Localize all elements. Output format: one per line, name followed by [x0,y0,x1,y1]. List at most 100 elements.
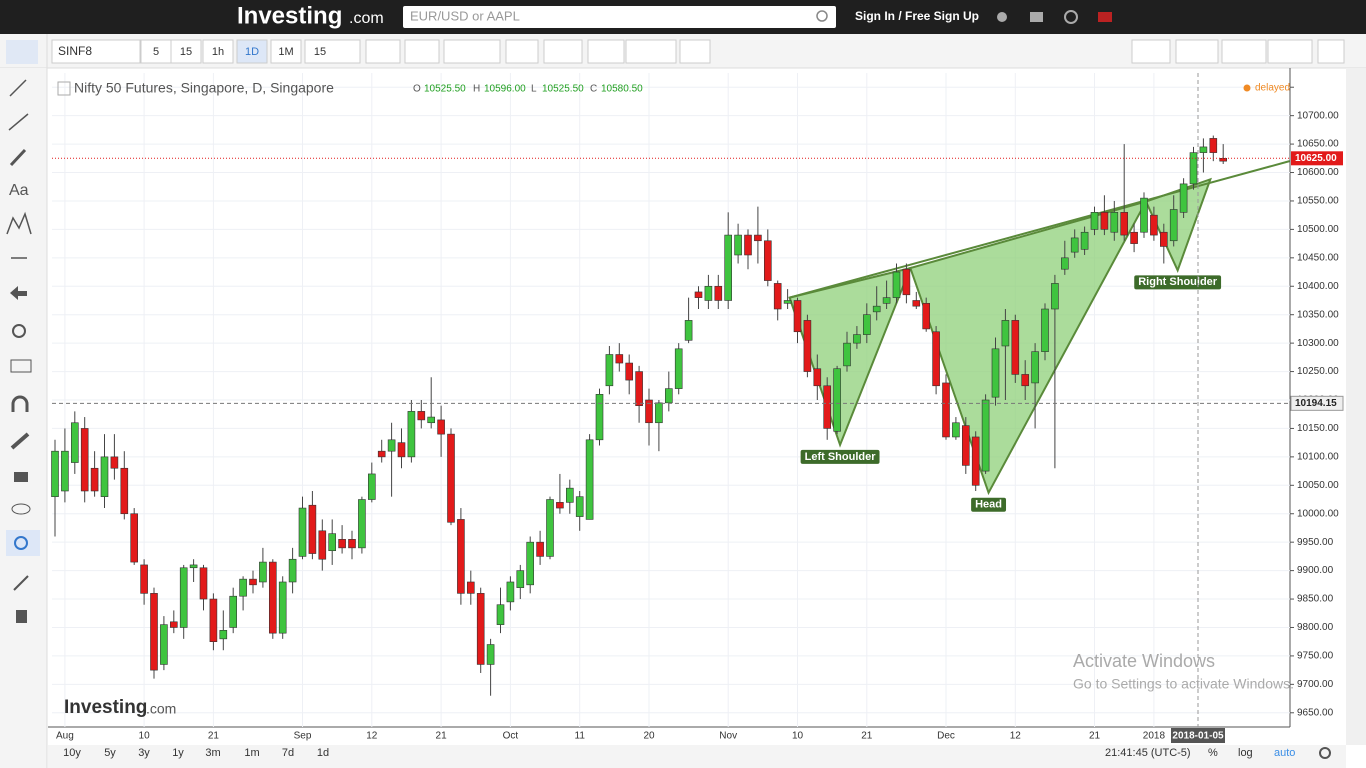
candle-body [427,416,436,424]
auto-toggle[interactable]: auto [1274,747,1295,759]
range-button[interactable]: 1d [317,747,329,759]
candle-body [952,422,960,438]
clock-icon[interactable] [1064,10,1078,24]
candle-body [130,513,138,563]
trend-line-tool[interactable] [9,79,27,97]
candle-body [51,450,59,497]
compare-button[interactable] [587,39,625,64]
color-button[interactable] [1175,39,1219,64]
candle-body [625,362,634,381]
interval-label: 15 [314,46,326,58]
crosshair-date-bg [1171,728,1225,743]
legend-collapse[interactable] [57,81,71,96]
candle-body [1001,320,1010,347]
candle-body [605,354,614,387]
logo[interactable]: Investing [237,2,342,29]
pattern-label-bg [800,449,880,464]
sign-in[interactable]: Sign In / Free Sign Up [855,9,979,23]
ohlc-key: C [590,84,597,95]
x-tick-label: 10 [792,731,804,742]
line-style-button[interactable] [404,39,440,64]
x-tick-label: 21 [1089,731,1101,742]
bars-tool[interactable] [10,359,32,373]
snapshot-button[interactable] [1131,39,1171,64]
interval-button[interactable] [236,39,268,64]
candle-body [268,561,277,634]
indicator-button[interactable] [443,39,501,64]
y-tick-label: 9700.00 [1297,679,1334,690]
undo-redo-button[interactable] [625,39,677,64]
delete-tool[interactable] [16,610,27,623]
arrow-tool[interactable] [10,286,27,300]
candle-body [397,442,406,458]
range-button[interactable]: 10y [63,747,81,759]
load-button[interactable] [1221,39,1267,64]
candle-body [1219,158,1227,162]
search-icon[interactable] [816,10,828,22]
symbol: SINF8 [58,44,92,58]
log-toggle[interactable]: log [1238,747,1253,759]
fullscreen-button[interactable] [1317,39,1345,64]
candle-body [734,234,742,256]
candle-body [1070,237,1079,253]
portfolio-icon[interactable] [1030,12,1043,22]
symbol-box[interactable] [51,39,141,64]
draw-mode-tool[interactable] [10,432,30,450]
flag-icon[interactable] [1098,12,1112,22]
range-button[interactable]: 1y [172,747,184,759]
bell-icon[interactable] [997,12,1007,22]
interval-label: 5 [153,46,159,58]
candle-body [823,385,832,429]
candle-body [160,624,168,665]
settings-tool[interactable] [13,575,29,591]
range-button[interactable]: 1m [244,747,259,759]
watermark-brand: Investing [64,697,147,718]
brush-tool[interactable] [9,148,27,167]
interval-button[interactable] [270,39,302,64]
chart-style-button[interactable] [365,39,401,64]
candle-body [585,439,594,520]
candle-body [1051,283,1059,310]
magnet-tool[interactable] [11,395,29,412]
candle-body [1199,146,1208,153]
alert-button[interactable] [679,39,711,64]
interval-label: 1D [245,46,259,58]
range-button[interactable]: 3y [138,747,150,759]
range-button[interactable]: 5y [104,747,116,759]
cursor-tool[interactable] [6,40,38,64]
logo-suffix: .com [349,10,384,27]
candle-body [961,425,970,466]
search-box[interactable] [403,6,836,28]
percent-toggle[interactable]: % [1208,747,1218,759]
candle-body [348,539,356,549]
pattern-tool[interactable] [6,211,32,235]
save-button[interactable] [1267,39,1313,64]
candle-body [417,411,426,421]
studies-button[interactable] [543,39,583,64]
interval-button[interactable] [304,39,361,64]
range-button[interactable]: 3m [205,747,220,759]
lock-tool[interactable] [14,472,28,482]
ohlc-key: L [531,84,537,95]
candle-body [853,334,861,344]
left-toolbar [0,68,47,768]
text-tool[interactable]: Aa [9,182,29,199]
candle-body [298,507,307,557]
candle-body [71,422,79,463]
hide-tool[interactable] [11,503,31,515]
bottom-settings[interactable] [1319,747,1331,759]
y-tick-label: 9850.00 [1297,594,1334,605]
candle-body [358,499,366,549]
interval-button[interactable] [170,39,202,64]
candle-body [793,300,802,333]
candle-body [1041,308,1049,352]
link-tool[interactable] [6,530,40,556]
search-placeholder: EUR/USD or AAPL [410,8,520,23]
zoom-tool[interactable] [12,324,26,338]
range-button[interactable]: 7d [282,747,294,759]
settings-button[interactable] [505,39,539,64]
scrollbar[interactable] [1346,68,1366,745]
interval-button[interactable] [202,39,234,64]
fib-tool[interactable] [8,113,29,131]
y-tick-label: 10300.00 [1297,338,1339,349]
